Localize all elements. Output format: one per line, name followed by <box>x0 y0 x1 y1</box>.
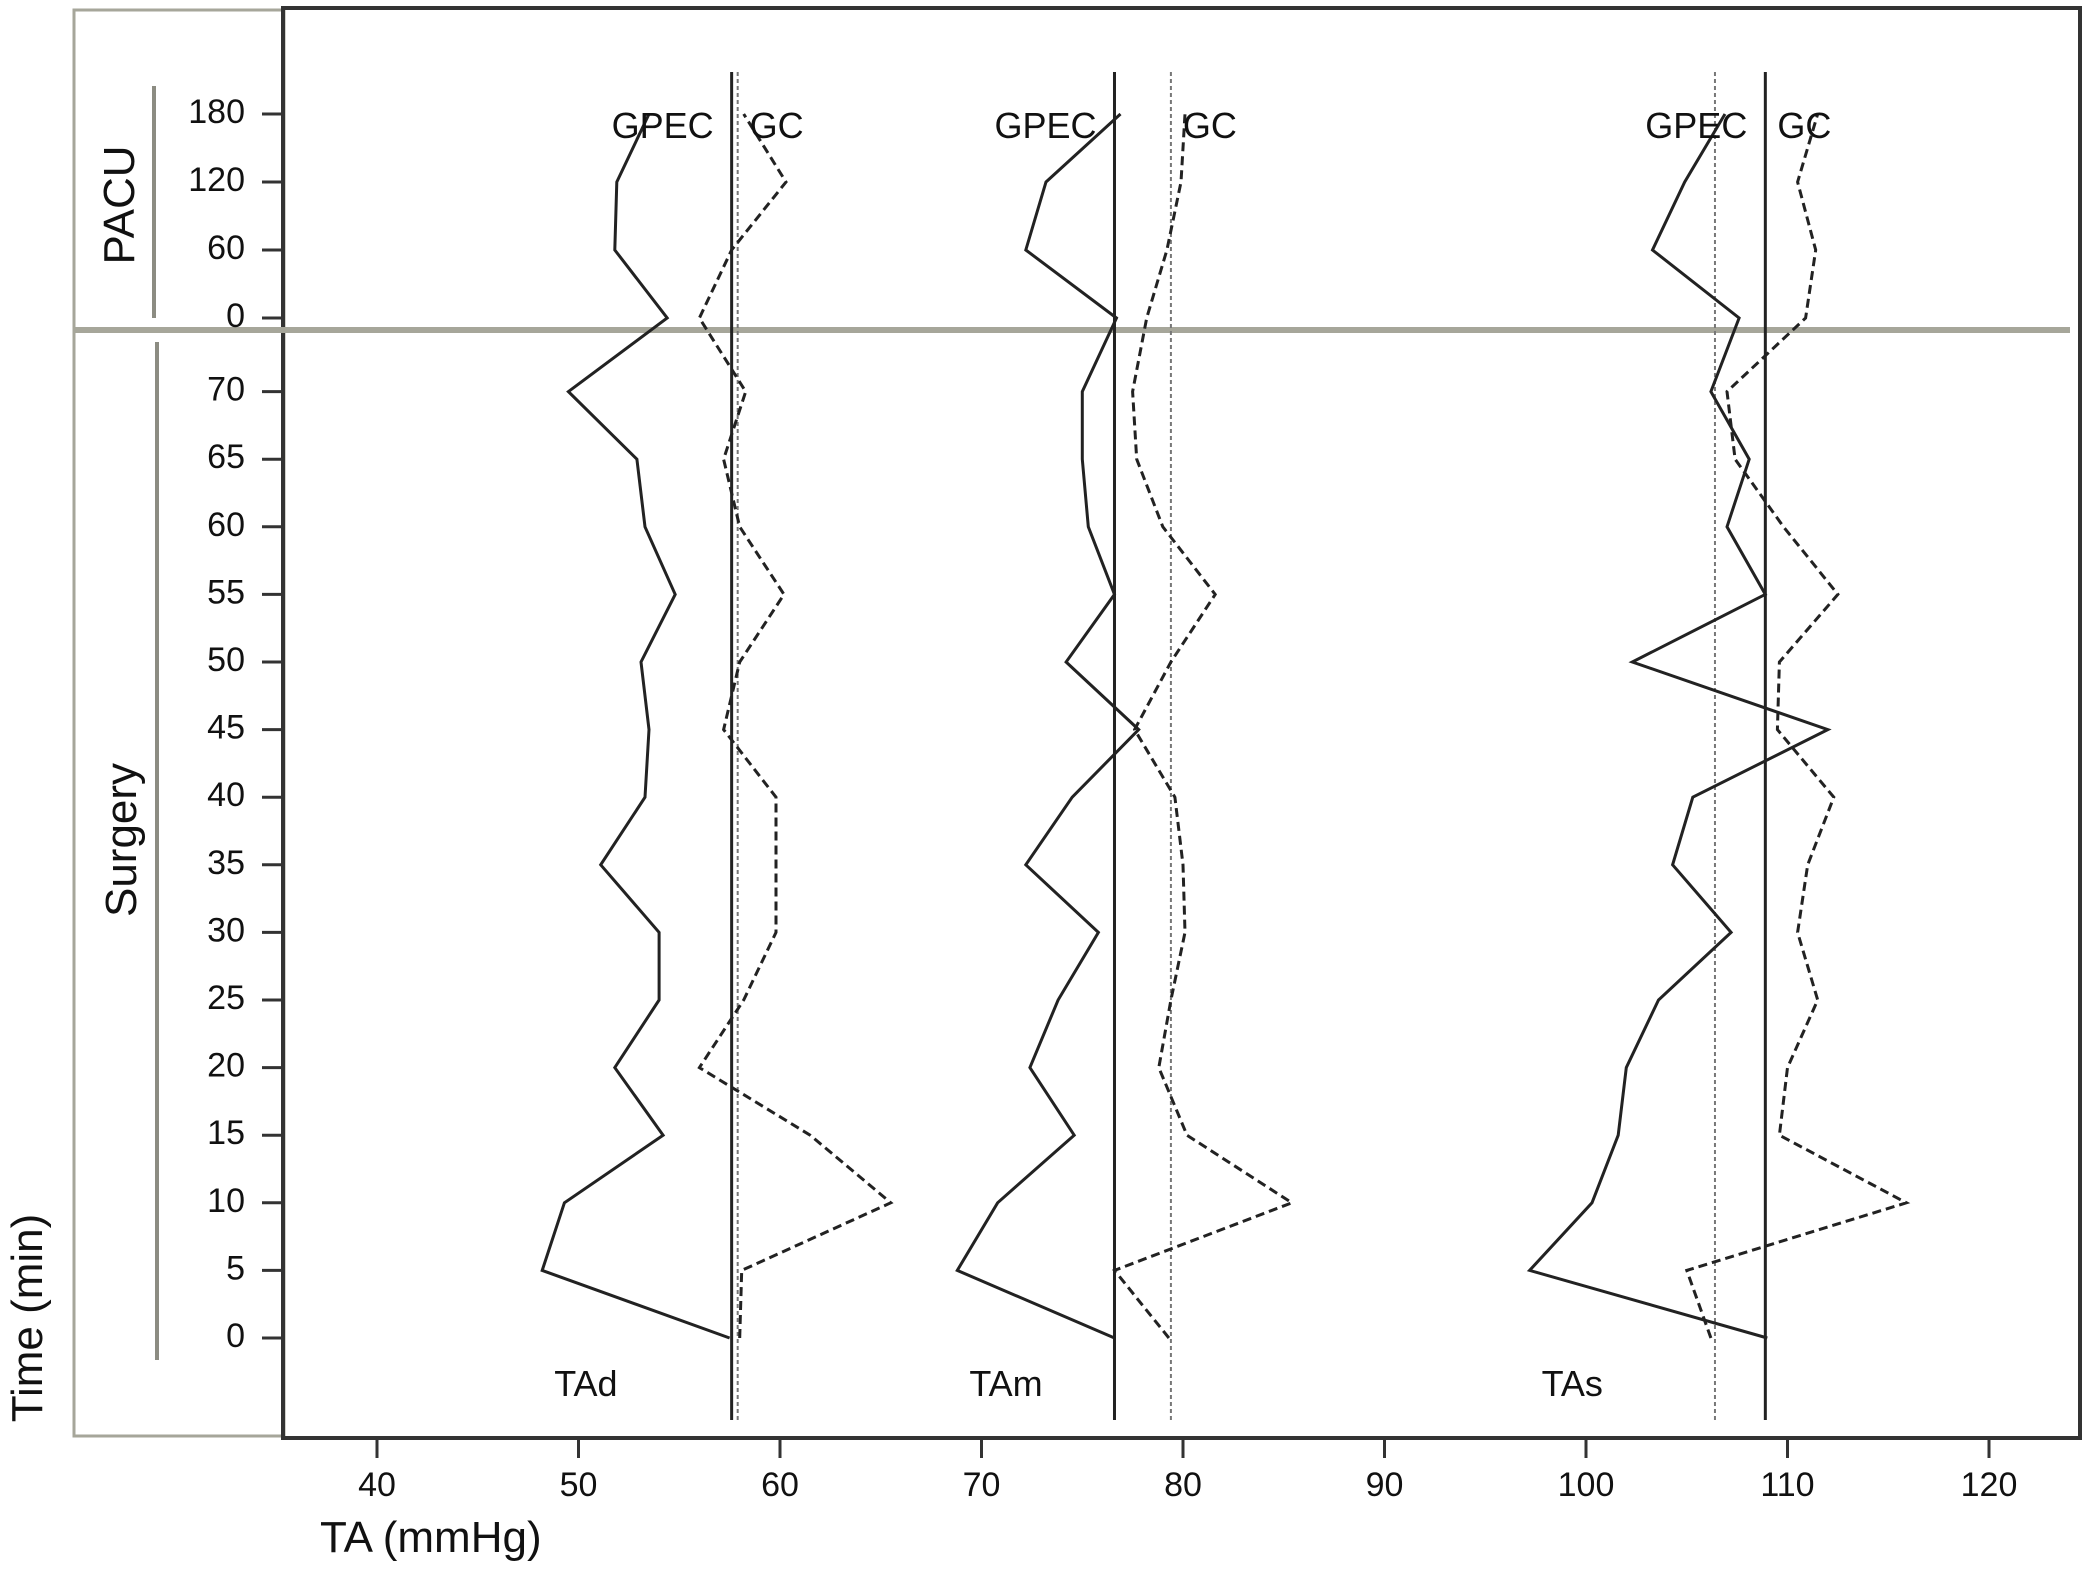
gpec-series-line <box>1526 113 1832 1340</box>
y-tick-label: 10 <box>207 1182 245 1220</box>
y-tick-label: 35 <box>207 844 245 882</box>
x-tick-label: 80 <box>1164 1466 1202 1504</box>
panel-tad: GPEC GC TAd <box>540 72 894 1420</box>
gc-series-label: GC <box>1183 105 1237 146</box>
gc-series-label: GC <box>1777 105 1831 146</box>
gc-series-line <box>1112 113 1296 1339</box>
panel-tam: GPEC GC TAm <box>955 72 1296 1420</box>
gc-series-line <box>697 113 894 1339</box>
y-tick-label: 5 <box>226 1249 245 1287</box>
x-tick-label: 60 <box>761 1466 799 1504</box>
gpec-series-line <box>540 113 731 1340</box>
x-tick-label: 70 <box>963 1466 1001 1504</box>
y-tick-label: 120 <box>188 161 245 199</box>
y-tick-label: 60 <box>207 506 245 544</box>
y-tick-label: 60 <box>207 229 245 267</box>
y-tick-label: 45 <box>207 709 245 747</box>
y-tick-label: 25 <box>207 979 245 1017</box>
y-tick-label: 20 <box>207 1047 245 1085</box>
gpec-series-line <box>955 112 1141 1340</box>
y-tick-label: 0 <box>226 1317 245 1355</box>
gc-series-label: GC <box>750 105 804 146</box>
x-tick-label: 110 <box>1760 1466 1814 1504</box>
panel-name-label: TAm <box>969 1363 1042 1404</box>
surgery-section-label: Surgery <box>97 763 146 917</box>
y-tick-label: 40 <box>207 776 245 814</box>
y-tick-label: 70 <box>207 371 245 409</box>
x-tick-label: 40 <box>358 1466 396 1504</box>
panel-tas: GPEC GC TAs <box>1526 72 1911 1420</box>
x-tick-label: 50 <box>560 1466 598 1504</box>
x-axis-label: TA (mmHg) <box>320 1513 542 1562</box>
pacu-section-label: PACU <box>95 146 144 265</box>
y-tick-label: 0 <box>226 297 245 335</box>
panel-name-label: TAd <box>554 1363 617 1404</box>
gpec-series-label: GPEC <box>1645 105 1747 146</box>
chart-panels: GPEC GC TAd GPEC GC TAm GPEC GC TAs <box>540 72 1911 1420</box>
y-axis-label: Time (min) <box>3 1214 52 1423</box>
y-tick-label: 65 <box>207 438 245 476</box>
y-tick-label: 180 <box>188 93 245 131</box>
x-tick-label: 120 <box>1961 1466 2018 1504</box>
x-tick-label: 100 <box>1558 1466 1615 1504</box>
gpec-series-label: GPEC <box>612 105 714 146</box>
panel-name-label: TAs <box>1542 1363 1603 1404</box>
y-tick-label: 55 <box>207 573 245 611</box>
x-tick-label: 90 <box>1366 1466 1404 1504</box>
y-tick-label: 30 <box>207 911 245 949</box>
gc-series-line <box>1684 113 1911 1339</box>
y-tick-label: 15 <box>207 1114 245 1152</box>
x-axis: 40 50 60 70 80 90 100 110 120 <box>358 1438 2017 1504</box>
gpec-series-label: GPEC <box>994 105 1096 146</box>
y-tick-label: 50 <box>207 641 245 679</box>
